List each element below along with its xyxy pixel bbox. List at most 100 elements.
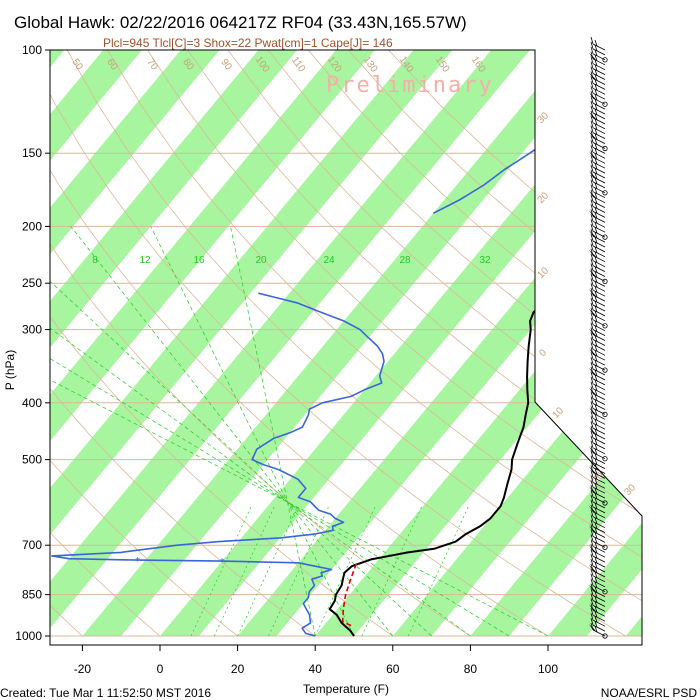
isotherm-band <box>50 50 375 636</box>
isotherm-label: 90 <box>218 57 234 73</box>
wind-barb <box>590 76 606 90</box>
dry-adiabat <box>267 50 642 637</box>
dry-adiabat <box>50 50 626 637</box>
wind-barb <box>589 91 608 107</box>
wind-barb <box>590 337 606 351</box>
wind-barb <box>590 61 606 75</box>
isotherm-label: 110 <box>289 55 307 75</box>
dry-adiabat <box>50 50 549 637</box>
wind-barb <box>589 603 606 617</box>
y-tick-label: 150 <box>22 146 42 160</box>
credit-label: NOAA/ESRL PSD <box>601 686 698 700</box>
wind-barb <box>590 243 606 258</box>
moist-adiabat <box>50 226 510 637</box>
wind-barb <box>590 278 606 292</box>
dewpoint-markers: ** <box>135 556 225 568</box>
wind-barb <box>589 150 606 164</box>
x-tick-label: 40 <box>309 662 323 676</box>
y-tick-label: 850 <box>22 588 42 602</box>
moist-adiabat <box>50 226 432 637</box>
y-tick-label: 250 <box>22 276 42 290</box>
isotherm-band <box>50 50 220 636</box>
wind-barb <box>590 435 606 450</box>
wind-barb <box>589 563 606 578</box>
wind-barb <box>590 440 606 455</box>
mixing-ratio-label: 28 <box>399 255 411 266</box>
wind-barb <box>589 209 606 223</box>
wind-barb <box>590 539 606 553</box>
wind-barb <box>589 465 606 479</box>
wind-barb <box>590 159 606 174</box>
wind-barb <box>589 504 606 519</box>
dewpoint-marker: * <box>220 557 225 568</box>
plot-frame <box>49 49 643 646</box>
theta-label: 10 <box>535 265 551 281</box>
dry-adiabat <box>50 50 238 637</box>
theta-label: 30 <box>535 110 551 126</box>
wind-barb <box>590 135 608 152</box>
theta-label: 20 <box>535 190 551 206</box>
mixing-ratio-label: 8 <box>92 255 98 266</box>
dry-adiabat <box>50 50 471 637</box>
wind-barb <box>589 110 606 125</box>
wind-barb <box>590 238 606 253</box>
wind-barb <box>590 573 606 588</box>
wind-barb <box>590 253 606 268</box>
y-tick-label: 300 <box>22 323 42 337</box>
theta-label: 30 <box>622 482 638 498</box>
wind-barb <box>590 317 606 332</box>
wind-barb <box>590 95 606 110</box>
wind-barb <box>589 130 606 144</box>
x-tick-label: 80 <box>464 662 478 676</box>
isotherm-band <box>50 50 453 636</box>
wind-barb <box>590 302 606 317</box>
wind-barb <box>589 622 608 639</box>
wind-barb <box>590 41 606 56</box>
wind-barb <box>590 494 606 509</box>
y-tick-label: 700 <box>22 538 42 552</box>
mixing-ratio-label: 24 <box>323 255 335 266</box>
wind-barb <box>589 583 606 597</box>
wind-barb <box>590 529 606 543</box>
wind-barb <box>589 406 606 420</box>
wind-barb <box>590 86 606 100</box>
y-tick-label: 500 <box>22 453 42 467</box>
wind-barb <box>589 169 606 184</box>
wind-barb <box>590 588 606 602</box>
wind-barb <box>590 332 606 346</box>
wind-barb <box>590 617 606 632</box>
dry-adiabat <box>227 50 642 637</box>
wind-barb <box>590 450 606 464</box>
y-tick-label: 200 <box>22 219 42 233</box>
dry-adiabat <box>107 50 642 637</box>
wind-barb <box>590 411 606 425</box>
watermark: Preliminary <box>326 73 494 98</box>
isotherm-label: 50 <box>69 57 85 73</box>
wind-barb <box>590 194 606 208</box>
wind-barb <box>590 342 606 356</box>
sounding-indices: Plcl=945 Tlcl[C]=3 Shox=22 Pwat[cm]=1 Ca… <box>103 36 393 50</box>
wind-barb <box>590 56 606 71</box>
wind-barb <box>590 534 608 551</box>
wind-barb <box>590 273 606 287</box>
isotherm-band <box>50 50 530 636</box>
dry-adiabat <box>187 50 642 637</box>
created-timestamp: Created: Tue Mar 1 11:52:50 MST 2016 <box>0 686 211 700</box>
wind-barb <box>590 140 606 154</box>
dry-adiabat <box>147 50 642 637</box>
y-tick-label: 400 <box>22 396 42 410</box>
wind-barb <box>590 514 606 529</box>
wind-barb <box>590 356 608 373</box>
x-axis-label: Temperature (F) <box>303 682 389 696</box>
isotherm-band <box>50 50 298 636</box>
wind-barb <box>590 312 608 329</box>
isotherm-band <box>392 50 642 636</box>
wind-barb <box>590 455 606 469</box>
wind-barb <box>589 228 606 243</box>
wind-barb <box>590 578 608 595</box>
mixing-ratio-label: 32 <box>479 255 491 266</box>
wind-barb <box>590 125 606 139</box>
isotherm-band <box>82 50 608 636</box>
wind-barb <box>590 115 606 130</box>
